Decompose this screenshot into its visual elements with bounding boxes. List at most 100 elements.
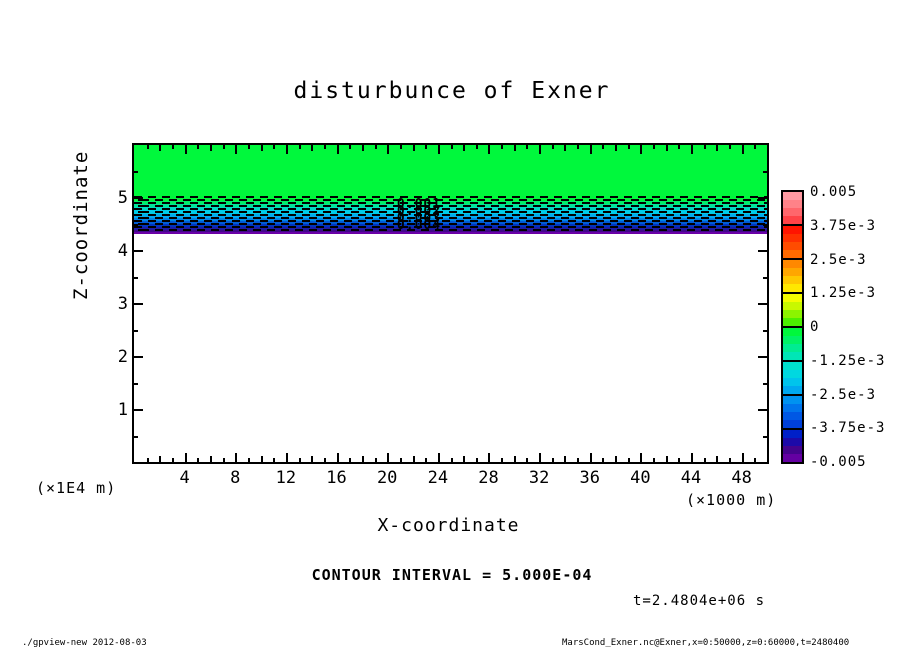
x-tick-bottom (501, 458, 503, 462)
x-tick-label: 36 (579, 468, 600, 488)
x-tick-top (501, 145, 503, 149)
y-tick-right (763, 436, 767, 438)
contour-label: 0.001 (396, 197, 442, 212)
x-tick-top (324, 145, 326, 149)
contour-label: 0.002 (396, 204, 442, 219)
x-tick-bottom (526, 458, 528, 462)
dashed-contour-line (134, 223, 767, 225)
x-axis-label: X-coordinate (377, 515, 520, 536)
x-tick-label: 4 (179, 468, 190, 488)
colorbar-subband (783, 318, 802, 326)
x-tick-bottom (438, 453, 440, 462)
colorbar-subband (783, 430, 802, 438)
colorbar-subband (783, 200, 802, 208)
y-tick-left (134, 224, 138, 226)
x-tick-bottom (147, 458, 149, 462)
x-tick-top (197, 145, 199, 149)
x-tick-bottom (754, 458, 756, 462)
x-tick-bottom (602, 458, 604, 462)
colorbar-subband (783, 370, 802, 378)
x-tick-top (615, 145, 617, 151)
x-tick-bottom (742, 453, 744, 462)
x-tick-top (539, 145, 541, 154)
y-tick-label: 5 (117, 188, 128, 208)
x-tick-bottom (159, 456, 161, 462)
x-tick-bottom (349, 458, 351, 462)
colorbar-subband (783, 302, 802, 310)
field-band-row (134, 214, 767, 218)
x-tick-bottom (400, 458, 402, 462)
x-tick-bottom (425, 458, 427, 462)
colorbar-subband (783, 250, 802, 258)
colorbar-subband (783, 260, 802, 268)
x-tick-bottom (362, 456, 364, 462)
y-tick-left (134, 197, 143, 199)
colorbar-subband (783, 294, 802, 302)
x-tick-bottom (691, 453, 693, 462)
x-tick-top (349, 145, 351, 149)
y-tick-right (763, 224, 767, 226)
x-tick-top (666, 145, 668, 151)
x-tick-bottom (197, 458, 199, 462)
colorbar-subband (783, 226, 802, 234)
colorbar-tick-label: -2.5e-3 (810, 387, 877, 403)
x-tick-top (716, 145, 718, 151)
x-tick-label: 24 (427, 468, 449, 488)
x-tick-top (273, 145, 275, 149)
colorbar-segment (783, 362, 802, 396)
x-tick-label: 44 (680, 468, 702, 488)
x-tick-bottom (324, 458, 326, 462)
colorbar-subband (783, 192, 802, 200)
x-tick-bottom (488, 453, 490, 462)
y-tick-label: 3 (117, 294, 128, 314)
colorbar-subband (783, 378, 802, 386)
x-tick-top (564, 145, 566, 151)
colorbar-subband (783, 242, 802, 250)
x-tick-top (248, 145, 250, 149)
x-tick-label: 8 (230, 468, 241, 488)
field-band-row (134, 224, 767, 227)
x-tick-label: 32 (528, 468, 550, 488)
x-tick-top (147, 145, 149, 149)
dashed-contour-line (134, 205, 767, 207)
x-tick-bottom (185, 453, 187, 462)
dashed-contour-line (134, 202, 767, 204)
x-tick-top (235, 145, 237, 154)
colorbar-subband (783, 446, 802, 454)
x-tick-bottom (235, 453, 237, 462)
x-tick-bottom (286, 453, 288, 462)
x-tick-bottom (375, 458, 377, 462)
colorbar-tick-label: -0.005 (810, 454, 867, 470)
colorbar-subband (783, 344, 802, 352)
x-tick-top (526, 145, 528, 149)
y-tick-left (134, 356, 143, 358)
x-tick-bottom (678, 458, 680, 462)
footer-source-text: MarsCond_Exner.nc@Exner,x=0:50000,z=0:60… (562, 638, 850, 648)
x-tick-top (299, 145, 301, 149)
x-tick-bottom (463, 456, 465, 462)
y-tick-right (763, 171, 767, 173)
x-tick-top (261, 145, 263, 151)
field-band-row (134, 230, 767, 232)
y-tick-left (134, 383, 138, 385)
x-tick-top (311, 145, 313, 151)
colorbar-subband (783, 276, 802, 284)
colorbar-subband (783, 454, 802, 462)
colorbar-segment (783, 430, 802, 462)
colorbar-subband (783, 268, 802, 276)
x-tick-bottom (299, 458, 301, 462)
x-tick-bottom (716, 456, 718, 462)
x-tick-top (742, 145, 744, 154)
x-tick-top (451, 145, 453, 149)
x-tick-label: 40 (630, 468, 651, 488)
colorbar-tick-label: 0.005 (810, 184, 858, 200)
y-tick-label: 1 (117, 400, 128, 420)
y-tick-left (134, 409, 143, 411)
field-zero-region (134, 145, 767, 201)
chart-title: disturbunce of Exner (293, 78, 611, 104)
x-tick-bottom (564, 456, 566, 462)
colorbar-segment (783, 192, 802, 226)
x-tick-top (337, 145, 339, 154)
x-tick-bottom (172, 458, 174, 462)
